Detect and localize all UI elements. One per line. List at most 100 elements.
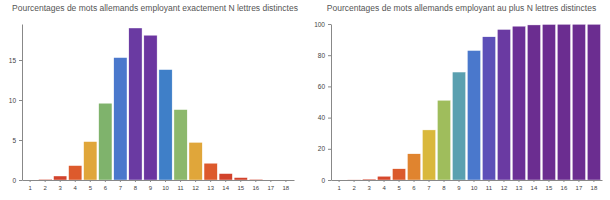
- y-tick: 80: [318, 52, 331, 59]
- bar: [264, 180, 277, 181]
- x-tick-mark: [369, 180, 370, 182]
- x-tick-label: 4: [74, 185, 78, 191]
- bar: [54, 176, 67, 180]
- y-tick-label: 80: [318, 52, 326, 59]
- bar: [144, 35, 157, 180]
- x-tick-label: 1: [337, 185, 341, 191]
- x-tick-label: 1: [28, 185, 32, 191]
- x-tick-label: 10: [471, 185, 478, 191]
- bar: [557, 24, 570, 180]
- bars: [39, 28, 263, 180]
- x-tick: 10: [162, 180, 169, 191]
- x-tick-mark: [60, 180, 61, 182]
- y-tick-label: 15: [9, 57, 17, 64]
- bar: [24, 180, 37, 181]
- x-tick: 6: [104, 180, 108, 191]
- x-tick-label: 13: [516, 185, 523, 191]
- x-tick-mark: [399, 180, 400, 182]
- x-tick-mark: [354, 180, 355, 182]
- x-tick-mark: [240, 180, 241, 182]
- x-tick-mark: [518, 180, 519, 182]
- y-tick: 0: [12, 177, 22, 184]
- y-tick-mark: [328, 86, 331, 87]
- x-tick: 4: [382, 180, 386, 191]
- x-tick-mark: [135, 180, 136, 182]
- x-tick-mark: [255, 180, 256, 182]
- x-tick-mark: [180, 180, 181, 182]
- x-tick-label: 7: [427, 185, 431, 191]
- bar: [497, 29, 510, 180]
- bar: [204, 163, 217, 180]
- x-tick-label: 5: [397, 185, 401, 191]
- x-tick: 17: [576, 180, 583, 191]
- x-tick-mark: [473, 180, 474, 182]
- y-tick-mark: [19, 140, 22, 141]
- x-tick: 4: [74, 180, 78, 191]
- x-axis-line: [23, 180, 295, 181]
- y-tick-mark: [328, 24, 331, 25]
- bar: [512, 26, 525, 180]
- x-tick-label: 13: [207, 185, 214, 191]
- x-axis: 123456789101112131415161718: [23, 180, 295, 191]
- x-tick-mark: [45, 180, 46, 182]
- bar: [99, 103, 112, 180]
- y-tick: 15: [9, 57, 22, 64]
- x-tick-label: 3: [59, 185, 63, 191]
- x-tick-label: 14: [531, 185, 538, 191]
- x-tick-label: 17: [576, 185, 583, 191]
- x-tick-mark: [444, 180, 445, 182]
- bar: [279, 180, 292, 181]
- bar: [69, 166, 82, 180]
- y-tick: 5: [12, 137, 22, 144]
- x-tick-label: 6: [412, 185, 416, 191]
- x-tick-label: 7: [119, 185, 123, 191]
- x-tick: 9: [149, 180, 153, 191]
- x-tick-mark: [593, 180, 594, 182]
- bar: [234, 178, 247, 180]
- bar: [377, 176, 390, 180]
- chart: Pourcentages de mots allemands employant…: [9, 3, 298, 191]
- x-tick: 2: [352, 180, 356, 191]
- y-tick-label: 60: [318, 83, 326, 90]
- x-tick: 13: [516, 180, 523, 191]
- y-tick-mark: [328, 180, 331, 181]
- y-tick: 10: [9, 97, 22, 104]
- x-tick: 10: [471, 180, 478, 191]
- figure: Pourcentages de mots allemands employant…: [0, 0, 610, 200]
- bar: [114, 58, 127, 180]
- x-tick-mark: [459, 180, 460, 182]
- x-tick: 17: [267, 180, 274, 191]
- bar: [452, 72, 465, 180]
- x-tick-label: 2: [43, 185, 47, 191]
- x-tick: 16: [252, 180, 259, 191]
- x-tick: 11: [486, 180, 493, 191]
- bar: [84, 142, 97, 180]
- x-tick-mark: [120, 180, 121, 182]
- bar: [174, 110, 187, 180]
- y-tick: 60: [318, 83, 331, 90]
- bar: [422, 130, 435, 180]
- x-tick-mark: [105, 180, 106, 182]
- x-tick-label: 11: [177, 185, 184, 191]
- chart-title: Pourcentages de mots allemands employant…: [12, 3, 298, 13]
- x-tick-label: 15: [237, 185, 244, 191]
- y-tick-mark: [19, 180, 22, 181]
- x-tick-mark: [75, 180, 76, 182]
- x-tick-label: 18: [283, 185, 290, 191]
- x-tick-label: 5: [89, 185, 93, 191]
- y-tick-label: 20: [318, 145, 326, 152]
- y-axis: 0 5 10 15: [9, 25, 23, 184]
- x-tick: 1: [337, 180, 341, 191]
- x-tick: 8: [442, 180, 446, 191]
- y-tick-mark: [328, 55, 331, 56]
- x-tick: 15: [546, 180, 553, 191]
- x-tick: 2: [43, 180, 47, 191]
- x-tick-label: 16: [252, 185, 259, 191]
- x-tick-mark: [270, 180, 271, 182]
- bar: [437, 100, 450, 180]
- x-tick: 12: [192, 180, 199, 191]
- y-tick: 100: [314, 21, 331, 28]
- x-tick: 16: [561, 180, 568, 191]
- x-tick-mark: [429, 180, 430, 182]
- bar: [392, 169, 405, 180]
